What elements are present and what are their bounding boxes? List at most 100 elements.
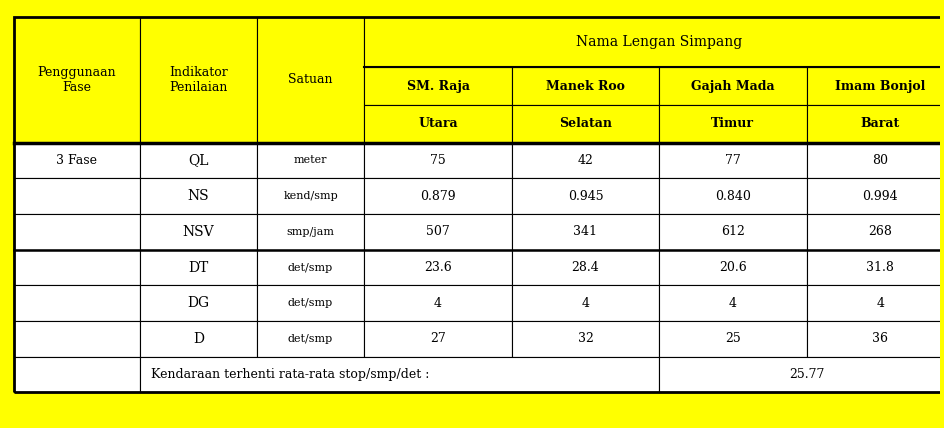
Bar [659, 321, 806, 357]
Text: Nama Lengan Simpang: Nama Lengan Simpang [576, 35, 742, 49]
Text: 341: 341 [573, 225, 598, 238]
Bar [364, 285, 512, 321]
Bar [257, 143, 364, 178]
Text: Barat: Barat [861, 117, 900, 130]
Bar [13, 17, 140, 143]
Bar [659, 357, 944, 392]
Bar [806, 285, 944, 321]
Text: Selatan: Selatan [559, 117, 612, 130]
Bar [659, 214, 806, 250]
Text: DT: DT [188, 261, 209, 274]
Bar [512, 321, 659, 357]
Text: 4: 4 [434, 297, 442, 310]
Text: 25: 25 [725, 333, 741, 345]
Text: Timur: Timur [712, 117, 754, 130]
Bar [257, 214, 364, 250]
Bar [140, 143, 257, 178]
Bar [13, 285, 140, 321]
Bar [257, 178, 364, 214]
Bar [806, 105, 944, 143]
Bar [659, 250, 806, 285]
Bar [806, 250, 944, 285]
Bar [806, 143, 944, 178]
Text: 4: 4 [729, 297, 737, 310]
Text: Satuan: Satuan [288, 73, 333, 86]
Bar [512, 178, 659, 214]
Text: 4: 4 [582, 297, 589, 310]
Bar [140, 357, 659, 392]
Text: 3 Fase: 3 Fase [57, 154, 97, 167]
Text: Imam Bonjol: Imam Bonjol [835, 80, 925, 92]
Text: SM. Raja: SM. Raja [407, 80, 469, 92]
Bar [13, 250, 140, 285]
Bar [140, 321, 257, 357]
Bar [140, 17, 257, 143]
Text: 32: 32 [578, 333, 594, 345]
Bar [364, 67, 512, 105]
Text: 25.77: 25.77 [789, 368, 824, 381]
Text: 80: 80 [872, 154, 888, 167]
Text: NSV: NSV [182, 225, 214, 239]
Bar [257, 17, 364, 143]
Text: 0.994: 0.994 [863, 190, 898, 203]
Text: 27: 27 [430, 333, 446, 345]
Bar [13, 143, 140, 178]
Text: NS: NS [188, 189, 210, 203]
Bar [806, 178, 944, 214]
Bar [140, 285, 257, 321]
Bar [257, 250, 364, 285]
Text: 77: 77 [725, 154, 741, 167]
Bar [364, 250, 512, 285]
Text: 4: 4 [876, 297, 885, 310]
Bar [659, 67, 806, 105]
Bar [140, 178, 257, 214]
Bar [659, 143, 806, 178]
Text: QL: QL [188, 154, 209, 167]
Bar [257, 285, 364, 321]
Text: 31.8: 31.8 [867, 261, 894, 274]
Text: kend/smp: kend/smp [283, 191, 338, 201]
Bar [13, 17, 944, 392]
Text: 75: 75 [430, 154, 446, 167]
Text: Gajah Mada: Gajah Mada [691, 80, 775, 92]
Text: 0.945: 0.945 [567, 190, 603, 203]
Bar [140, 250, 257, 285]
Bar [512, 143, 659, 178]
Bar [140, 214, 257, 250]
Text: 0.879: 0.879 [420, 190, 456, 203]
Text: 507: 507 [426, 225, 450, 238]
Bar [512, 250, 659, 285]
Bar [659, 105, 806, 143]
Bar [806, 321, 944, 357]
Bar [364, 214, 512, 250]
Bar [364, 321, 512, 357]
Text: Kendaraan terhenti rata-rata stop/smp/det :: Kendaraan terhenti rata-rata stop/smp/de… [151, 368, 430, 381]
Bar [257, 321, 364, 357]
Text: 36: 36 [872, 333, 888, 345]
Text: 268: 268 [868, 225, 892, 238]
Bar [364, 178, 512, 214]
Text: 20.6: 20.6 [719, 261, 747, 274]
Text: D: D [193, 332, 204, 346]
Text: DG: DG [187, 296, 210, 310]
Bar [659, 178, 806, 214]
Text: 0.840: 0.840 [715, 190, 750, 203]
Text: 612: 612 [721, 225, 745, 238]
Bar [364, 143, 512, 178]
Text: 28.4: 28.4 [571, 261, 599, 274]
Bar [13, 214, 140, 250]
Bar [13, 321, 140, 357]
Bar [13, 357, 140, 392]
Text: 23.6: 23.6 [424, 261, 452, 274]
Bar [364, 105, 512, 143]
Text: smp/jam: smp/jam [287, 227, 334, 237]
Bar [364, 17, 944, 67]
Text: Indikator
Penilaian: Indikator Penilaian [169, 66, 228, 94]
Bar [512, 105, 659, 143]
Text: meter: meter [294, 155, 328, 166]
Bar [512, 214, 659, 250]
Bar [806, 214, 944, 250]
Bar [659, 285, 806, 321]
Text: det/smp: det/smp [288, 262, 333, 273]
Bar [512, 67, 659, 105]
